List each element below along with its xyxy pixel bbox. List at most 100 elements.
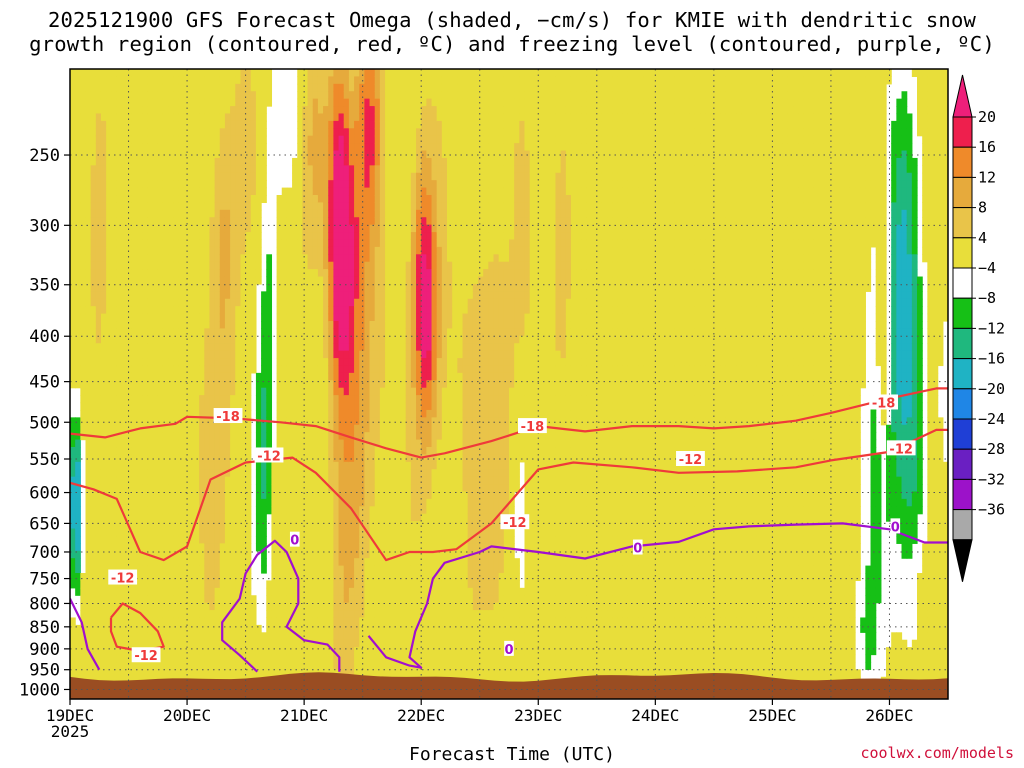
omega-cell: [75, 150, 81, 159]
omega-cell: [297, 610, 304, 619]
omega-cell: [250, 143, 257, 152]
omega-cell: [245, 83, 252, 92]
omega-cell: [369, 195, 376, 204]
omega-cell: [379, 217, 386, 226]
omega-cell: [354, 498, 360, 507]
omega-cell: [121, 380, 128, 389]
omega-cell: [379, 91, 386, 100]
omega-cell: [147, 595, 154, 604]
omega-cell: [106, 358, 112, 367]
omega-cell: [80, 91, 87, 100]
omega-cell: [348, 602, 355, 611]
omega-cell: [297, 661, 304, 670]
omega-cell: [385, 343, 391, 352]
omega-cell: [354, 387, 360, 396]
omega-cell: [209, 617, 216, 626]
omega-cell: [333, 617, 340, 626]
omega-cell: [224, 580, 231, 589]
omega-cell: [75, 120, 81, 129]
omega-cell: [204, 624, 211, 633]
omega-cell: [323, 195, 329, 204]
omega-cell: [137, 343, 143, 352]
omega-cell: [302, 617, 309, 626]
omega-cell: [348, 261, 355, 270]
omega-cell: [369, 128, 376, 137]
omega-cell: [214, 402, 221, 411]
omega-cell: [214, 372, 221, 381]
omega-cell: [168, 454, 174, 463]
omega-cell: [142, 261, 149, 270]
omega-cell: [204, 195, 211, 204]
omega-cell: [157, 498, 164, 507]
omega-cell: [162, 321, 169, 330]
omega-cell: [224, 624, 231, 633]
omega-cell: [348, 217, 355, 226]
omega-cell: [292, 469, 298, 478]
omega-cell: [307, 195, 314, 204]
omega-cell: [75, 313, 81, 322]
omega-cell: [193, 424, 200, 433]
omega-cell: [240, 476, 247, 485]
omega-cell: [224, 521, 231, 530]
omega-cell: [333, 202, 340, 211]
omega-cell: [142, 128, 149, 137]
omega-cell: [106, 506, 112, 515]
omega-cell: [121, 135, 128, 144]
omega-cell: [276, 261, 283, 270]
omega-cell: [343, 91, 350, 100]
omega-cell: [219, 372, 226, 381]
omega-cell: [312, 269, 319, 278]
omega-cell: [224, 180, 231, 189]
omega-cell: [359, 513, 365, 522]
omega-cell: [292, 595, 298, 604]
omega-cell: [230, 91, 236, 100]
omega-cell: [245, 587, 252, 596]
omega-cell: [116, 232, 123, 241]
omega-cell: [106, 521, 112, 530]
omega-cell: [333, 528, 340, 537]
omega-cell: [235, 573, 242, 582]
omega-cell: [297, 291, 304, 300]
omega-cell: [131, 180, 138, 189]
omega-cell: [292, 298, 298, 307]
omega-cell: [188, 135, 195, 144]
omega-cell: [219, 157, 226, 166]
omega-cell: [70, 113, 76, 122]
omega-cell: [328, 387, 334, 396]
omega-cell: [328, 350, 334, 359]
omega-cell: [157, 661, 164, 670]
omega-cell: [90, 476, 97, 485]
omega-cell: [266, 254, 273, 263]
omega-cell: [70, 573, 76, 582]
omega-cell: [85, 573, 92, 582]
omega-cell: [142, 617, 149, 626]
omega-cell: [297, 454, 304, 463]
omega-cell: [302, 647, 309, 656]
omega-cell: [302, 269, 309, 278]
omega-cell: [80, 120, 87, 129]
omega-cell: [292, 283, 298, 292]
omega-cell: [354, 91, 360, 100]
omega-cell: [183, 120, 190, 129]
omega-cell: [307, 76, 314, 85]
omega-cell: [152, 120, 159, 129]
omega-cell: [168, 469, 174, 478]
omega-cell: [338, 120, 345, 129]
omega-cell: [142, 669, 149, 678]
omega-cell: [312, 180, 319, 189]
omega-cell: [209, 69, 216, 78]
omega-cell: [85, 387, 92, 396]
omega-cell: [364, 491, 371, 500]
omega-cell: [106, 209, 112, 218]
omega-cell: [121, 328, 128, 337]
omega-cell: [369, 113, 376, 122]
omega-cell: [302, 506, 309, 515]
omega-cell: [75, 350, 81, 359]
omega-cell: [204, 395, 211, 404]
omega-cell: [106, 143, 112, 152]
omega-cell: [354, 461, 360, 470]
omega-cell: [219, 424, 226, 433]
omega-cell: [147, 187, 154, 196]
omega-cell: [374, 128, 381, 137]
omega-cell: [364, 484, 371, 493]
